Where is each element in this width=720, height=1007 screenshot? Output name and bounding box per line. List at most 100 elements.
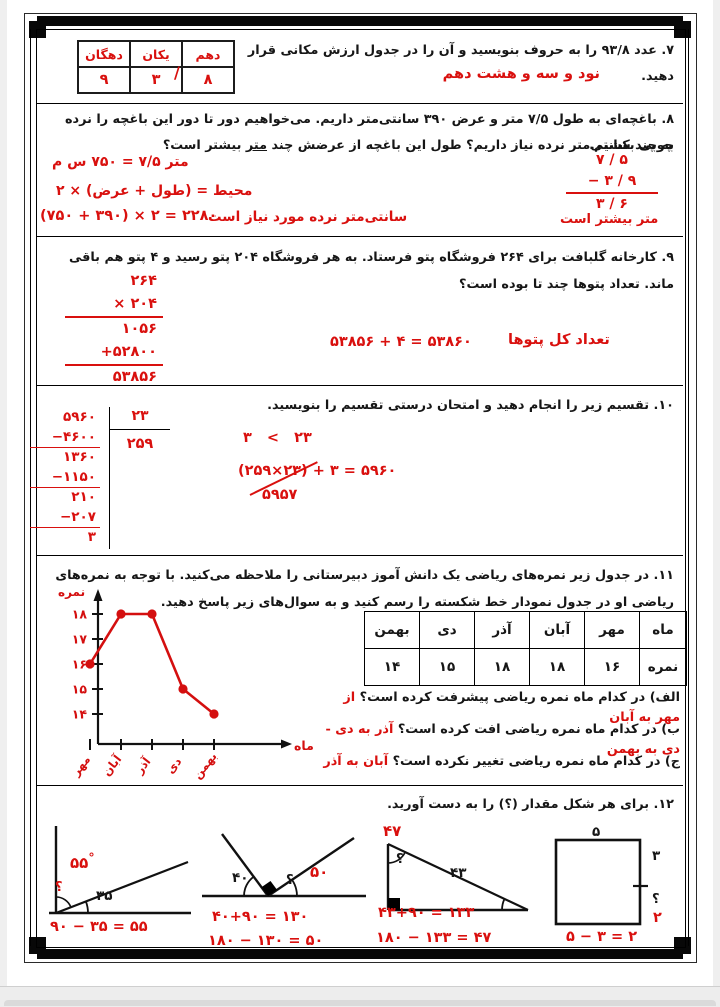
q12-fig1-answer-label: ۵۵°	[70, 850, 95, 872]
page-border-top-bar	[37, 16, 683, 26]
section-divider	[37, 785, 683, 786]
pv-header-tenths: دهم	[181, 40, 235, 68]
q12-figure2-angle: ۴۰ ؟ ۵۰ ۴۰+۹۰ = ۱۳۰ ۱۸۰ − ۱۳۰ = ۵۰	[196, 826, 378, 954]
q11-question-a: الف) در کدام ماه نمره ریاضی پیشرفت کرده …	[359, 690, 680, 705]
q12-figure4-drawing	[554, 838, 648, 926]
q12-fig4-unknown-mark: ؟	[652, 892, 660, 907]
q11-question-b: ب) در کدام ماه نمره ریاضی افت کرده است؟	[397, 722, 680, 737]
q12-fig1-answer-value: ۵۵	[70, 854, 89, 872]
page-border-corner-br	[674, 937, 691, 954]
q11-question-c: ج) در کدام ماه نمره ریاضی تغییر نکرده اس…	[392, 754, 680, 769]
q7-answer: نود و سه و هشت دهم	[442, 66, 600, 82]
q8-line1: ۸. باغچه‌ای به طول ۷/۵ متر و عرض ۳۹۰ سان…	[64, 112, 674, 153]
svg-text:۱۵: ۱۵	[72, 682, 88, 697]
q9-sum-equation: ۵۳۸۵۶ + ۴ = ۵۳۸۶۰	[330, 334, 472, 350]
q12-fig4-answer-label: ۲	[653, 910, 662, 926]
q12-figure1-angle: ۵۵° ؟ ۳۵ ۹۰ − ۳۵ = ۵۵	[36, 818, 218, 950]
q12-fig3-equation2: ۱۸۰ − ۱۳۳ = ۴۷	[376, 930, 492, 946]
q10-div-row: −۲۰۷	[30, 508, 100, 528]
q12-figure2-drawing	[202, 833, 366, 898]
pv-header-ones: یکان	[129, 40, 183, 68]
q12-fig3-equation1: ۴۳+۹۰ = ۱۳۳	[378, 905, 475, 921]
q11-grades-table: ماه مهر آبان آذر دی بهمن نمره ۱۶ ۱۸ ۱۸ ۱…	[364, 611, 687, 686]
q12-fig4-top-side: ۵	[592, 824, 601, 840]
q12-fig1-unknown-mark: ؟	[55, 880, 63, 895]
q8-line2: به چند سانتی‌متر نرده نیاز داریم؟ طول ای…	[44, 133, 674, 159]
grades-value: ۱۴	[364, 648, 420, 686]
q10-div-row: −۴۶۰۰	[30, 428, 100, 448]
grades-header: بهمن	[364, 611, 420, 649]
pv-value-tenths: ۸	[181, 66, 235, 94]
q12-fig2-equation2: ۱۸۰ − ۱۳۰ = ۵۰	[208, 933, 324, 949]
q9-mult-line2: × ۲۰۴	[65, 293, 163, 318]
page-border-bottom-bar	[37, 949, 683, 959]
q11-answer-line-c: ج) در کدام ماه نمره ریاضی تغییر نکرده اس…	[320, 752, 680, 772]
grades-value: ۱۵	[419, 648, 475, 686]
grades-header-month: ماه	[639, 611, 687, 649]
page-border-inner-right	[688, 29, 689, 946]
q10-question: ۱۰. تقسیم زیر را انجام دهید و امتحان درس…	[267, 398, 674, 413]
grades-value: ۱۸	[529, 648, 585, 686]
q11-answer-line-a: الف) در کدام ماه نمره ریاضی پیشرفت کرده …	[320, 688, 680, 728]
q8-perimeter-calculation: (۷۵۰ + ۳۹۰) × ۲ = ۲۲۸۰	[40, 208, 218, 224]
q8-sub-row2: − ۳ / ۹	[566, 171, 658, 194]
q12-fig2-equation1: ۴۰+۹۰ = ۱۳۰	[212, 909, 309, 925]
q12-figure1-drawing	[49, 826, 191, 915]
q9-mult-line3: ۱۰۵۶	[121, 321, 157, 337]
q12-fig3-unknown-mark: ؟	[396, 852, 404, 867]
grades-value: ۱۸	[474, 648, 530, 686]
q8-calculation-label: سانتی‌متر نرده مورد نیاز است	[208, 209, 408, 225]
q7-decimal-slash: /	[174, 63, 180, 82]
q11-answer-a: از مهر به آبان	[343, 690, 680, 725]
grades-header: آبان	[529, 611, 585, 649]
q8-sub-row3: ۳ / ۶	[596, 196, 628, 212]
svg-text:آذر: آذر	[132, 754, 154, 777]
q10-divisor-underline	[110, 429, 170, 430]
q12-figure4-square: ۵ ۳ ؟ ۲ ۵ − ۳ = ۲	[548, 824, 698, 952]
q10-divisor: ۲۳	[131, 408, 149, 424]
q12-fig3-given-angle: ۴۳	[450, 865, 467, 881]
grades-header: مهر	[584, 611, 640, 649]
section-divider	[37, 385, 683, 386]
q9-mult-line5: ۵۳۸۵۶	[112, 369, 157, 385]
q7-question: ۷. عدد ۹۳/۸ را به حروف بنویسید و آن را د…	[247, 43, 674, 84]
degree-symbol: °	[88, 850, 95, 865]
q10-div-row: ۳	[87, 529, 96, 545]
table-row: دهم یکان دهگان	[77, 40, 235, 68]
q8-conversion: متر ۷/۵ = ۷۵۰ س م	[52, 154, 189, 170]
q10-div-row: ۲۱۰	[71, 489, 96, 505]
q10-check-equation: (۲۵۹×۲۳) + ۳ = ۵۹۶۰	[238, 463, 397, 479]
page-border-corner-bl	[29, 937, 46, 954]
q12-figure3-triangle: ۴۷ ؟ ۴۳ ۴۳+۹۰ = ۱۳۳ ۱۸۰ − ۱۳۳ = ۴۷	[368, 812, 546, 954]
q8-sub-label: متر بیشتر است	[560, 212, 659, 227]
grades-value: ۱۶	[584, 648, 640, 686]
svg-text:۱۷: ۱۷	[72, 632, 88, 647]
section-divider	[37, 103, 683, 104]
q12-fig2-given-angle: ۴۰	[232, 870, 249, 886]
q9-mult-line4: +۵۲۸۰۰	[65, 341, 163, 366]
q9-sum-label: تعداد کل پتوها	[508, 332, 610, 348]
svg-text:دی: دی	[163, 755, 184, 777]
q12-fig1-given-angle: ۳۵	[96, 888, 113, 904]
q11-answer-line-b: ب) در کدام ماه نمره ریاضی افت کرده است؟ …	[320, 720, 680, 760]
q10-div-row: −۱۱۵۰	[30, 468, 100, 488]
q10-remainder-compare: ۳ < ۲۳	[243, 430, 312, 446]
q10-div-row: ۱۳۶۰	[63, 449, 96, 465]
q12-fig3-answer-label: ۴۷	[383, 822, 402, 840]
q10-check-product: ۵۹۵۷	[262, 487, 298, 503]
page-edge-right	[713, 0, 720, 986]
q11-answer-b: آذر به دی - دی به بهمن	[325, 722, 680, 757]
q8-line2-post: بیشتر است؟	[162, 138, 246, 153]
q10-quotient: ۲۵۹	[126, 436, 154, 452]
next-page-edge	[4, 1000, 716, 1006]
q10-div-row: ۵۹۶۰	[63, 409, 96, 425]
q10-division-work: ۵۹۶۰ −۴۶۰۰ ۱۳۶۰ −۱۱۵۰ ۲۱۰ −۲۰۷ ۳	[30, 408, 100, 548]
section-divider	[37, 236, 683, 237]
q9-multiplication-work: ۲۶۴ × ۲۰۴ ۱۰۵۶ +۵۲۸۰۰ ۵۳۸۵۶	[65, 270, 163, 389]
pv-header-tens: دهگان	[77, 40, 131, 68]
q12-fig2-unknown-mark: ؟	[286, 873, 294, 888]
grades-header: دی	[419, 611, 475, 649]
q12-figure3-drawing	[386, 843, 529, 912]
q7-place-value-table: دهم یکان دهگان ۸ ۳ ۹	[77, 40, 235, 94]
